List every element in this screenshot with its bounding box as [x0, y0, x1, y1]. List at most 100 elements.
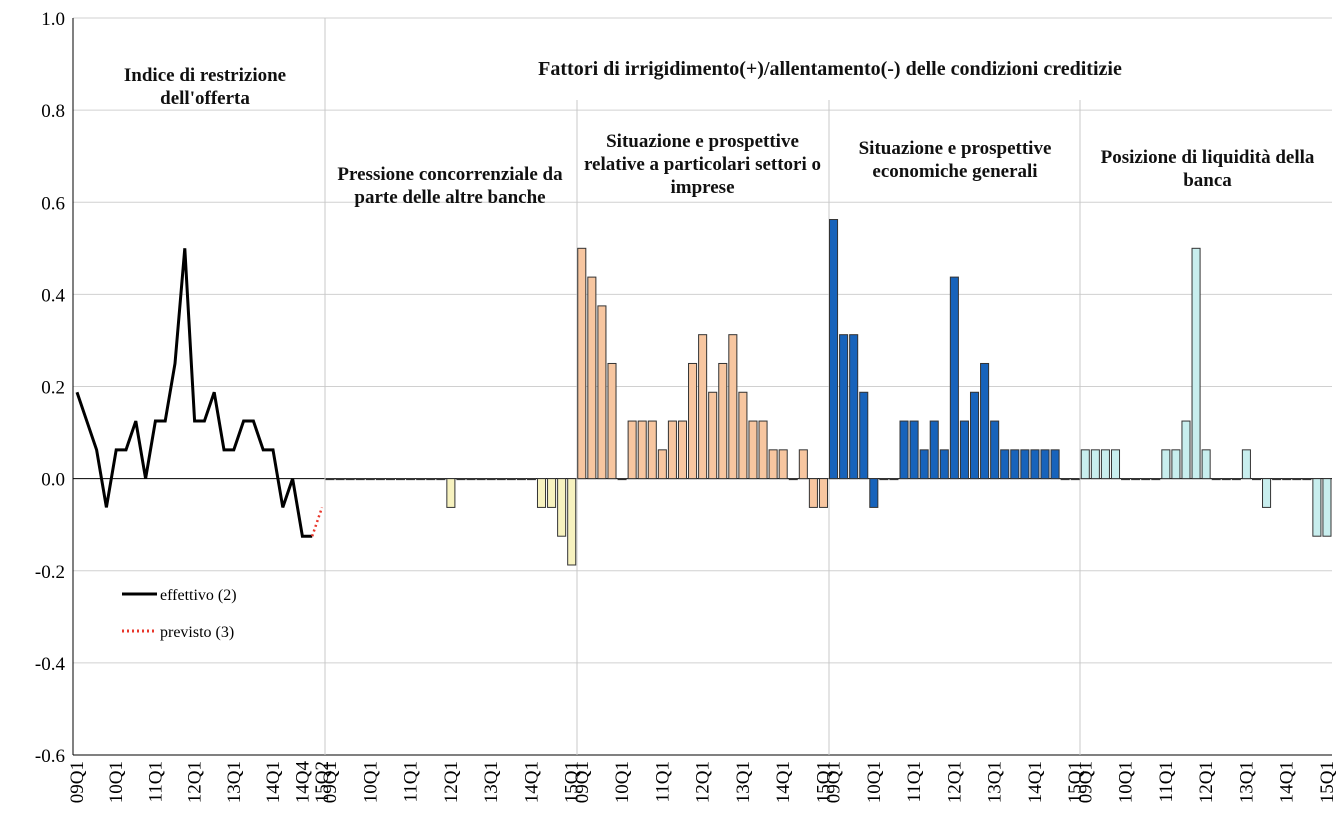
bar	[325, 478, 335, 481]
bar	[567, 478, 577, 566]
bar	[1292, 478, 1302, 481]
bar	[788, 478, 798, 481]
bar	[1080, 449, 1090, 480]
bar	[1010, 449, 1020, 480]
bar	[677, 420, 688, 480]
x-tick-label: 13Q1	[985, 761, 1006, 803]
x-tick-label: 11Q1	[652, 761, 673, 803]
legend-label: previsto (3)	[160, 624, 234, 641]
bar	[1151, 478, 1161, 481]
bar	[839, 334, 849, 480]
bar	[738, 391, 748, 480]
bar	[929, 420, 939, 480]
panel-title: Pressione concorrenziale da parte delle …	[337, 164, 563, 208]
x-tick-label: 11Q1	[1156, 761, 1177, 803]
bar	[587, 276, 597, 480]
x-tick-label: 09Q1	[572, 761, 593, 803]
bar	[617, 478, 627, 481]
bar	[1282, 478, 1292, 481]
bar	[466, 478, 476, 481]
x-tick-label: 11Q1	[904, 761, 925, 803]
x-tick-label: 09Q1	[320, 761, 341, 803]
bar	[1211, 478, 1221, 481]
bar	[1060, 478, 1070, 481]
bar	[728, 334, 738, 480]
bar	[627, 420, 637, 480]
bar	[1020, 449, 1030, 480]
bar	[375, 478, 385, 481]
bar	[808, 478, 818, 508]
bar	[698, 334, 708, 480]
bar	[355, 478, 365, 481]
bar	[798, 449, 808, 480]
bar	[1181, 420, 1191, 480]
bar	[1090, 449, 1100, 480]
bar	[688, 362, 698, 480]
x-tick-label: 14Q1	[773, 761, 794, 803]
bar	[1161, 449, 1171, 480]
bar	[758, 420, 768, 480]
bar	[416, 478, 426, 481]
bar	[1141, 478, 1151, 481]
x-tick-label: 12Q1	[693, 761, 714, 803]
x-tick-label: 13Q1	[1236, 761, 1257, 803]
bar	[526, 478, 536, 481]
bar	[476, 478, 486, 481]
bar	[1251, 478, 1262, 481]
bar	[436, 478, 446, 481]
bar	[536, 478, 547, 508]
y-tick-label: -0.6	[35, 746, 65, 767]
x-tick-label: 12Q1	[185, 761, 206, 803]
bar	[607, 362, 617, 480]
bar	[365, 478, 375, 481]
bar	[1272, 478, 1282, 481]
x-tick-label: 14Q4	[292, 761, 313, 804]
x-tick-label: 10Q1	[360, 761, 381, 803]
y-tick-label: 0.8	[41, 101, 65, 122]
bar	[899, 420, 909, 480]
bar	[597, 305, 607, 480]
bar	[547, 478, 557, 508]
bar	[637, 420, 647, 480]
bar	[959, 420, 969, 480]
x-tick-label: 12Q1	[1196, 761, 1217, 803]
x-tick-label: 14Q1	[521, 761, 542, 803]
bar	[718, 362, 728, 480]
bar	[818, 478, 828, 508]
y-tick-label: 0.6	[41, 193, 65, 214]
bar	[667, 420, 677, 480]
x-tick-label: 14Q1	[1025, 761, 1046, 803]
bar	[577, 247, 587, 480]
bar	[395, 478, 406, 481]
x-tick-label: 15Q1	[1065, 761, 1086, 803]
x-tick-label: 10Q1	[864, 761, 885, 803]
bar	[335, 478, 345, 481]
bar	[1221, 478, 1231, 481]
bar	[748, 420, 758, 480]
x-tick-label: 11Q1	[145, 761, 166, 803]
bar	[345, 478, 355, 481]
x-tick-label: 15Q1	[562, 761, 583, 803]
bar	[980, 362, 990, 480]
x-tick-label: 12Q1	[441, 761, 462, 803]
legend-label: effettivo (2)	[160, 587, 237, 604]
bar	[849, 334, 859, 480]
panel-title: Situazione e prospettive relative a part…	[583, 131, 822, 198]
bar	[1262, 478, 1272, 508]
bar	[869, 478, 879, 508]
bar	[1322, 478, 1332, 537]
panel-title: Situazione e prospettive economiche gene…	[858, 138, 1052, 182]
y-tick-label: -0.2	[35, 562, 65, 583]
bar	[446, 478, 456, 508]
bar	[909, 420, 919, 480]
bar	[657, 449, 667, 480]
y-tick-label: 0.4	[41, 285, 65, 306]
y-tick-label: -0.4	[35, 654, 66, 675]
bar	[496, 478, 506, 481]
bar	[829, 219, 839, 480]
y-tick-label: 1.0	[41, 9, 65, 30]
x-tick-label: 15Q1	[1317, 761, 1338, 803]
bar	[1312, 478, 1322, 537]
bar	[778, 449, 788, 480]
